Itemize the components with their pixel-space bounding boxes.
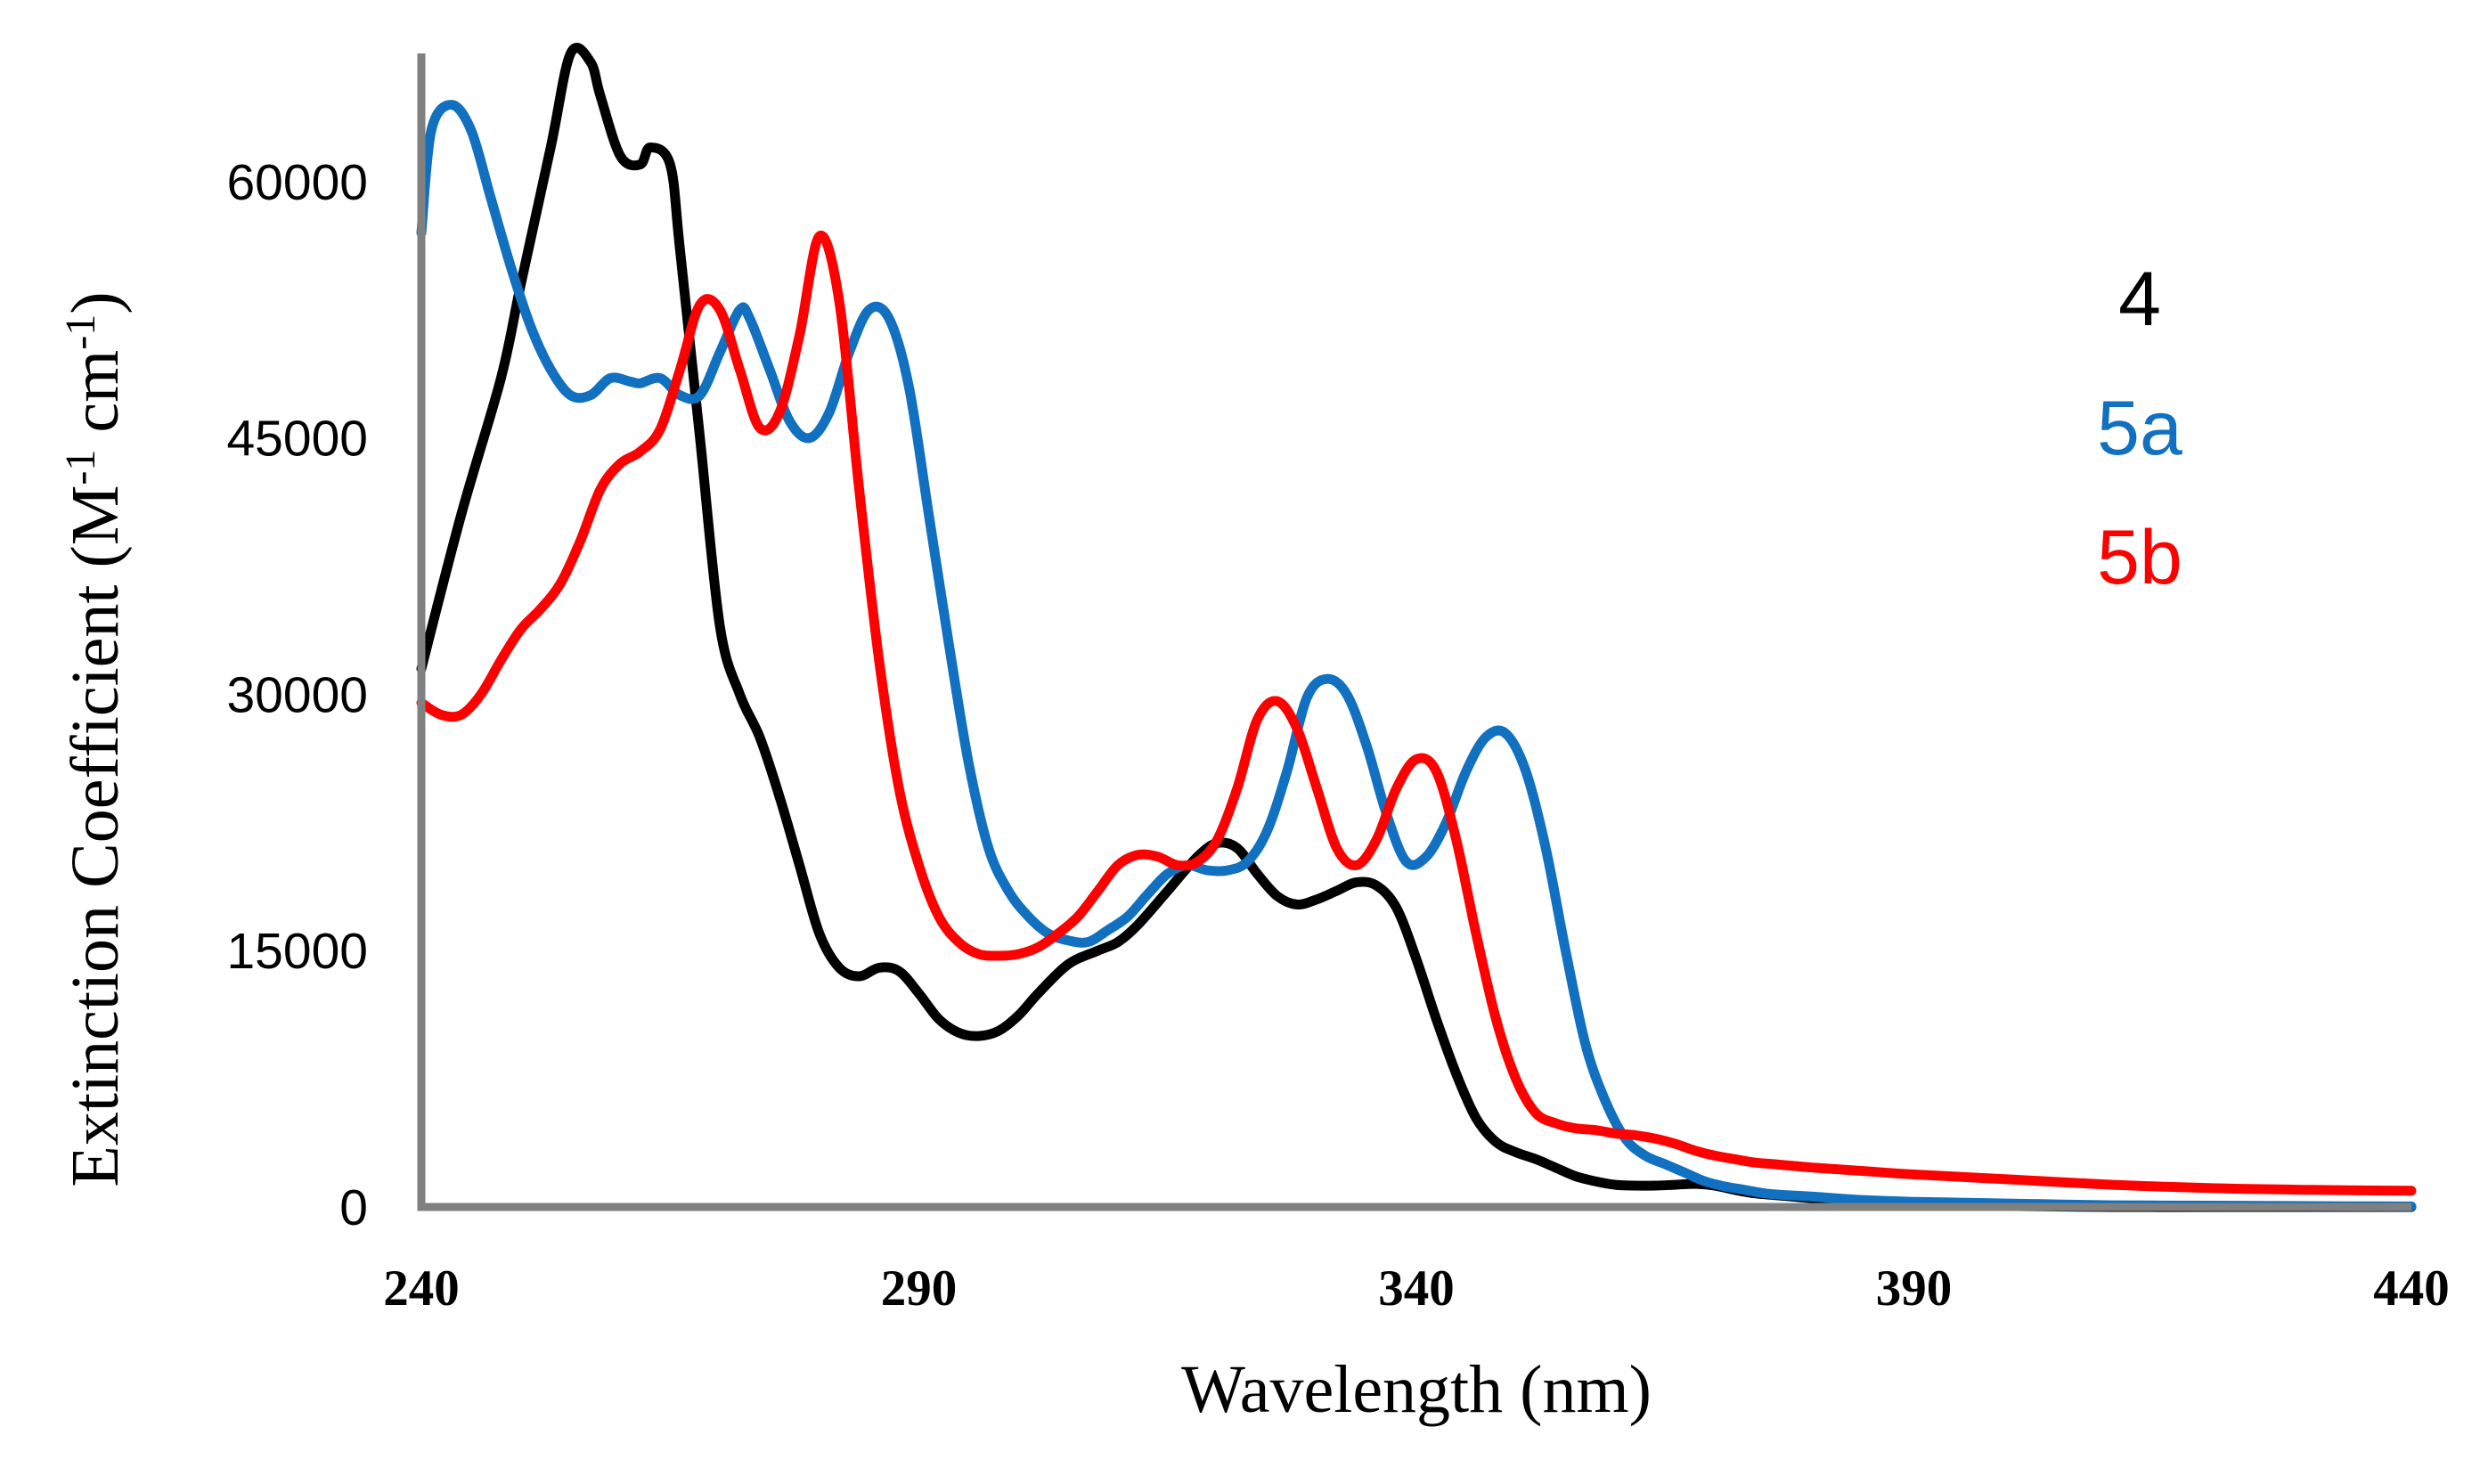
y-title-mid: cm (58, 350, 133, 450)
legend-entry-5b: 5b (2097, 515, 2182, 600)
y-title-end: ) (58, 291, 133, 314)
y-title-main: Extinction Coefficient (M (58, 485, 133, 1187)
y-title-sup-2: -1 (57, 314, 104, 350)
legend-entry-5a: 5a (2097, 386, 2182, 471)
y-tick-labels: 0 15000 30000 45000 60000 (226, 154, 368, 1236)
series-layer (416, 43, 2417, 1212)
x-tick-label: 390 (1876, 1260, 1953, 1317)
legend-entry-4: 4 (2118, 257, 2161, 342)
y-tick-label: 30000 (226, 666, 368, 723)
legend: 4 5a 5b (2097, 257, 2182, 600)
y-title-sup-1: -1 (57, 450, 104, 485)
y-tick-label: 60000 (226, 154, 368, 211)
y-tick-label: 0 (339, 1179, 368, 1236)
series-line-5b (416, 231, 2417, 1196)
y-tick-label: 45000 (226, 411, 368, 468)
x-axis-title: Wavelength (nm) (1181, 1352, 1652, 1427)
y-tick-label: 15000 (226, 923, 368, 980)
series-line-4 (416, 43, 2417, 1212)
series-line-5a (416, 100, 2417, 1211)
x-tick-label: 240 (383, 1260, 460, 1317)
x-tick-labels: 240 290 340 390 440 (383, 1260, 2450, 1317)
x-tick-label: 340 (1378, 1260, 1455, 1317)
y-axis-title: Extinction Coefficient (M-1 cm-1) (57, 291, 134, 1186)
x-tick-label: 290 (881, 1260, 958, 1317)
x-tick-label: 440 (2373, 1260, 2450, 1317)
